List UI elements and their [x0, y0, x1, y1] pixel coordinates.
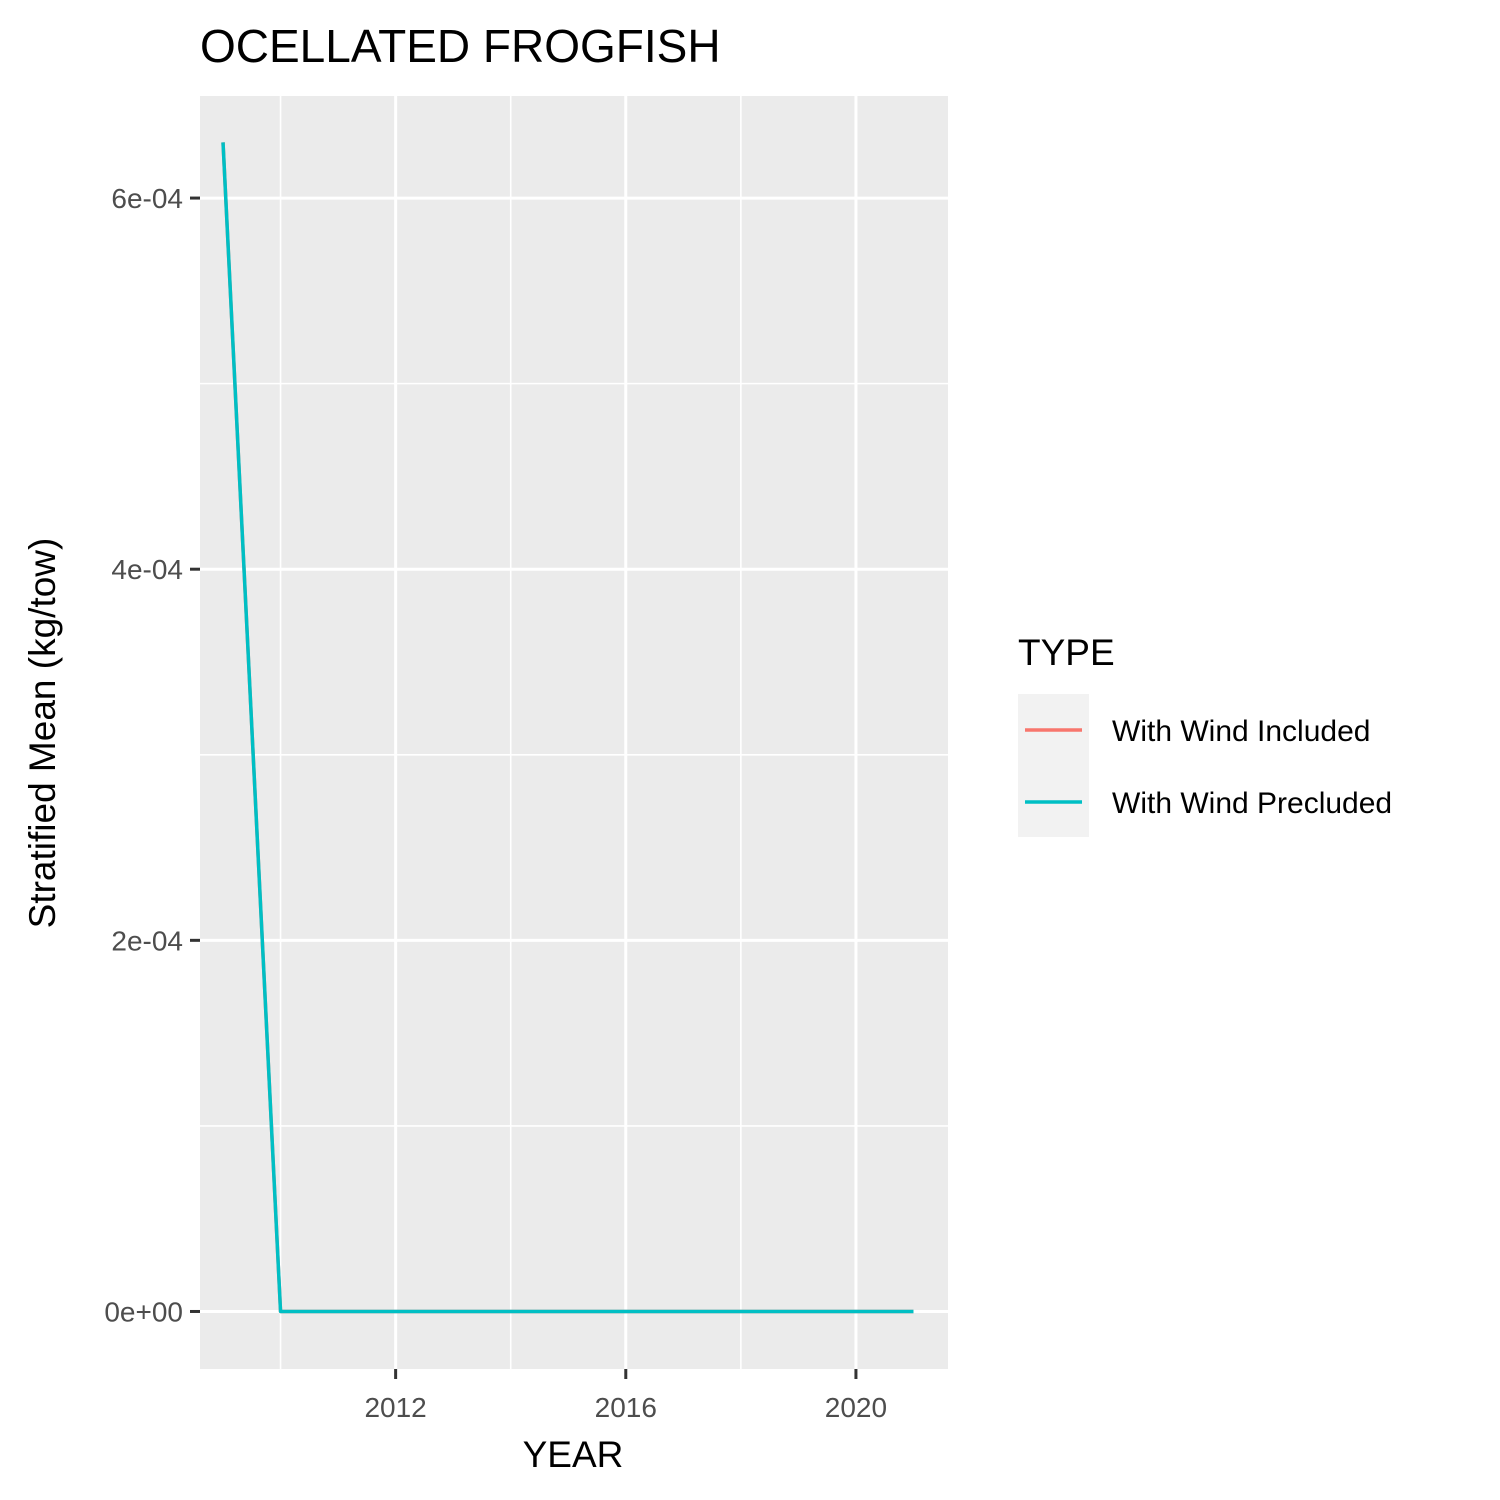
- x-axis-title: YEAR: [523, 1434, 624, 1475]
- x-tick-label: 2016: [595, 1392, 657, 1423]
- plot-panel: [200, 96, 948, 1369]
- y-tick-label: 6e-04: [111, 183, 183, 214]
- legend-key-background: [1018, 694, 1089, 837]
- x-tick-label: 2020: [825, 1392, 887, 1423]
- grid-minor: [200, 96, 948, 1369]
- x-tick-label: 2012: [364, 1392, 426, 1423]
- x-axis: 2012 2016 2020: [364, 1369, 887, 1423]
- legend: TYPE With Wind Included With Wind Preclu…: [1018, 632, 1392, 837]
- legend-title: TYPE: [1018, 632, 1115, 673]
- legend-label-wind-precluded: With Wind Precluded: [1112, 787, 1392, 820]
- series-line-1: [221, 142, 914, 1314]
- y-axis: 0e+00 2e-04 4e-04 6e-04: [104, 183, 200, 1327]
- legend-label-wind-included: With Wind Included: [1112, 715, 1370, 748]
- y-tick-label: 4e-04: [111, 554, 183, 585]
- y-axis-title: Stratified Mean (kg/tow): [22, 538, 63, 929]
- chart-title: OCELLATED FROGFISH: [200, 20, 721, 72]
- series-lines: [221, 142, 914, 1314]
- y-tick-label: 2e-04: [111, 925, 183, 956]
- y-tick-label: 0e+00: [104, 1296, 183, 1327]
